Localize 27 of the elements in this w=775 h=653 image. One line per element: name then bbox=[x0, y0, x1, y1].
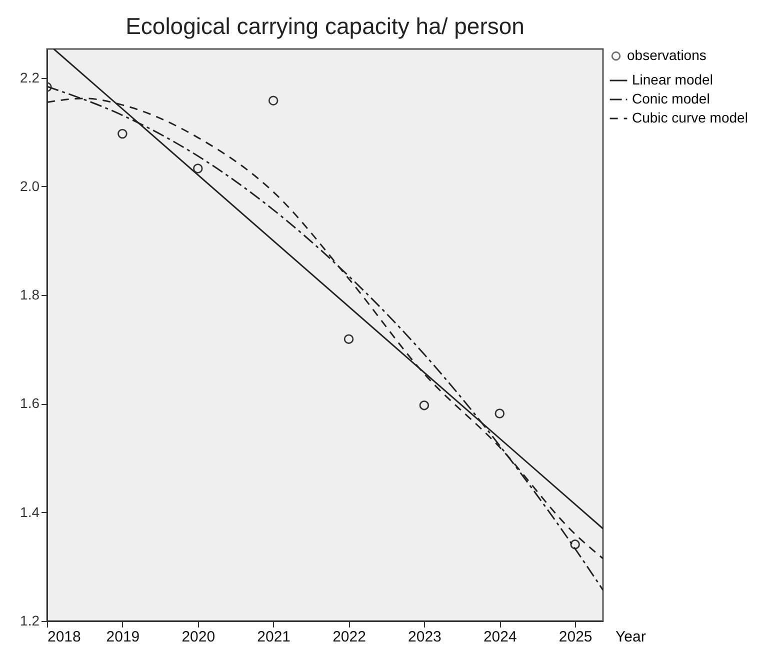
y-tick-label: 2.2 bbox=[20, 69, 40, 86]
chart-title: Ecological carrying capacity ha/ person bbox=[126, 13, 524, 39]
x-tick-label: 2018 bbox=[48, 628, 81, 646]
x-tick-label: 2023 bbox=[408, 628, 442, 646]
point bbox=[118, 128, 128, 139]
y-tick-label: 1.8 bbox=[20, 286, 40, 303]
y-tick-label: 1.6 bbox=[20, 395, 40, 412]
legend-label: Cubic curve model bbox=[632, 110, 748, 126]
x-tick-label: 2022 bbox=[332, 628, 366, 646]
point bbox=[193, 164, 203, 174]
point bbox=[570, 540, 580, 550]
legend-label: Linear model bbox=[632, 72, 713, 88]
point bbox=[268, 96, 278, 106]
y-tick-label: 1.2 bbox=[20, 612, 40, 628]
x-tick-label: 2021 bbox=[257, 628, 291, 646]
x-tick-label: 2019 bbox=[106, 628, 140, 646]
y-tick-label: 1.4 bbox=[20, 504, 40, 520]
x-tick-label: 2020 bbox=[182, 628, 216, 646]
point bbox=[419, 400, 430, 410]
point bbox=[494, 408, 505, 418]
x-tick-label: 2024 bbox=[483, 628, 517, 646]
legend-label: Conic model bbox=[632, 90, 710, 106]
legend-label: observations bbox=[627, 47, 706, 63]
x-tick-label: 2025 bbox=[558, 628, 592, 646]
x-axis-title: Year bbox=[616, 628, 646, 646]
y-tick-label: 2.0 bbox=[20, 178, 40, 194]
point bbox=[344, 334, 354, 344]
